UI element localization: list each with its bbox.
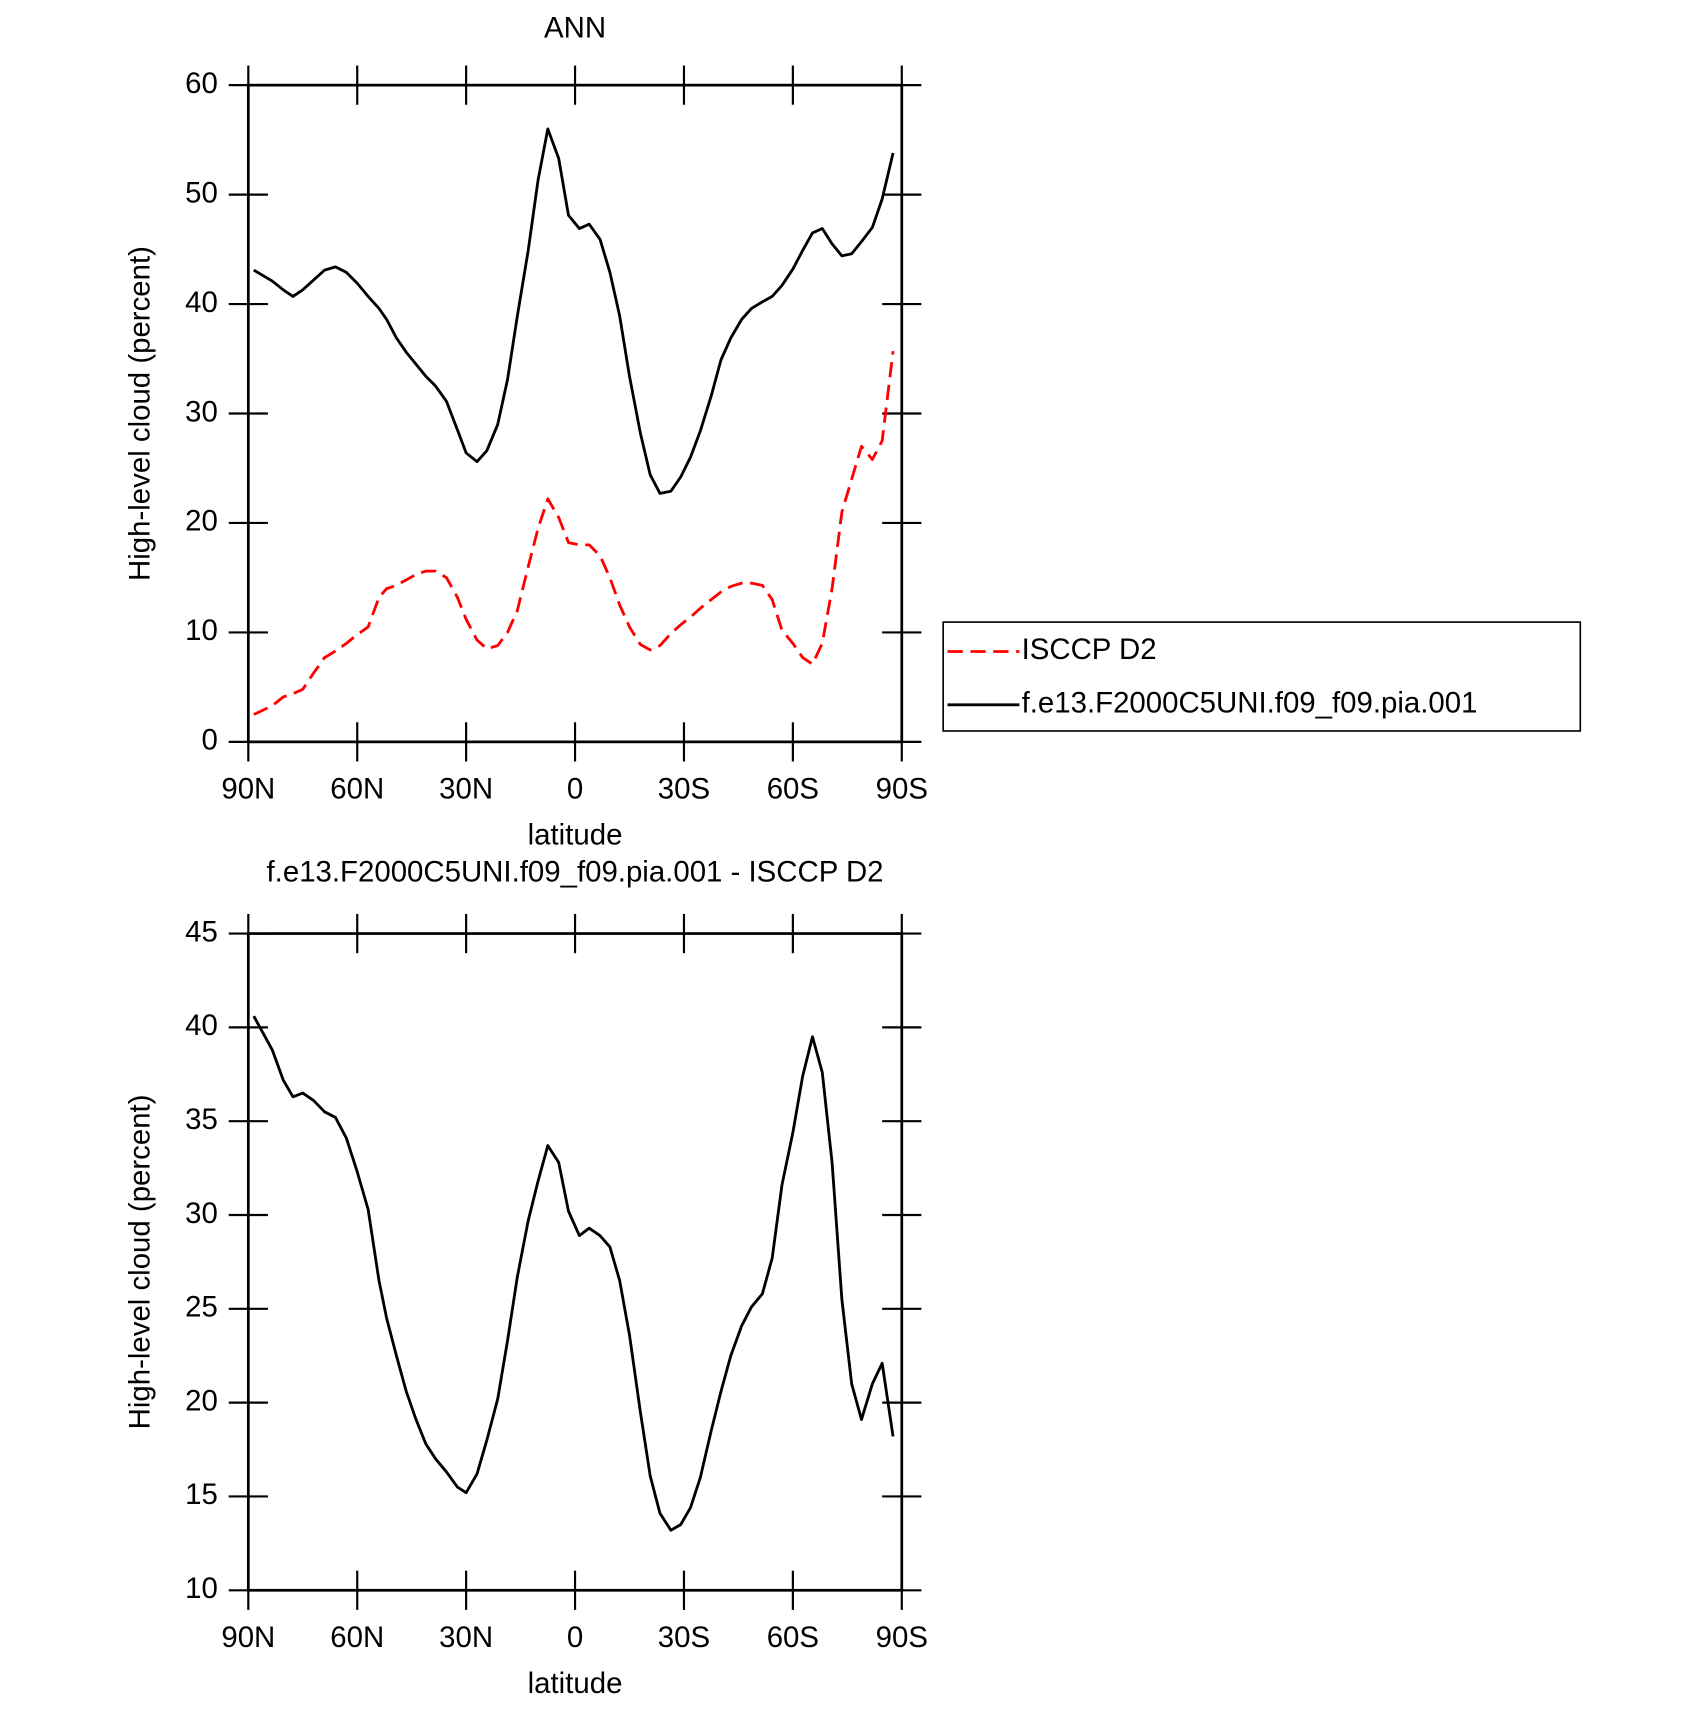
y-tick-label: 20 [185,505,218,538]
chart-title: f.e13.F2000C5UNI.f09_f09.pia.001 - ISCCP… [267,855,884,888]
chart-title: ANN [544,11,606,44]
x-tick-label: 90N [221,1621,275,1654]
y-tick-label: 20 [185,1384,218,1417]
y-tick-label: 40 [185,286,218,319]
x-tick-label: 0 [567,773,583,806]
x-tick-label: 90S [876,773,928,806]
y-axis-label: High-level cloud (percent) [123,246,156,581]
y-axis-label: High-level cloud (percent) [123,1094,156,1429]
x-tick-label: 90N [221,773,275,806]
x-tick-label: 60N [330,773,384,806]
x-tick-label: 30N [439,1621,493,1654]
plot-frame [246,83,904,744]
x-tick-label: 60S [767,773,819,806]
data-line [252,1015,895,1532]
plot-frame [246,932,904,1592]
x-tick-label: 60N [330,1621,384,1654]
y-tick-label: 45 [185,915,218,948]
data-line [253,350,895,716]
x-tick-label: 0 [567,1621,583,1654]
y-tick-label: 30 [185,395,218,428]
y-tick-label: 60 [185,67,218,100]
y-tick-label: 50 [185,176,218,209]
legend-label: f.e13.F2000C5UNI.f09_f09.pia.001 [1022,687,1478,720]
y-tick-label: 30 [185,1197,218,1230]
x-tick-label: 90S [876,1621,928,1654]
x-axis-label: latitude [528,818,623,851]
y-tick-label: 35 [185,1103,218,1136]
y-tick-label: 10 [185,614,218,647]
data-line [253,127,895,495]
y-tick-label: 40 [185,1009,218,1042]
y-tick-label: 0 [201,724,217,757]
legend-box [942,621,1582,732]
y-tick-label: 15 [185,1478,218,1511]
x-axis-label: latitude [528,1667,623,1700]
x-tick-label: 30S [658,1621,710,1654]
legend-label: ISCCP D2 [1022,633,1157,666]
y-tick-label: 10 [185,1572,218,1605]
x-tick-label: 30S [658,773,710,806]
x-tick-label: 30N [439,773,493,806]
x-tick-label: 60S [767,1621,819,1654]
y-tick-label: 25 [185,1291,218,1324]
